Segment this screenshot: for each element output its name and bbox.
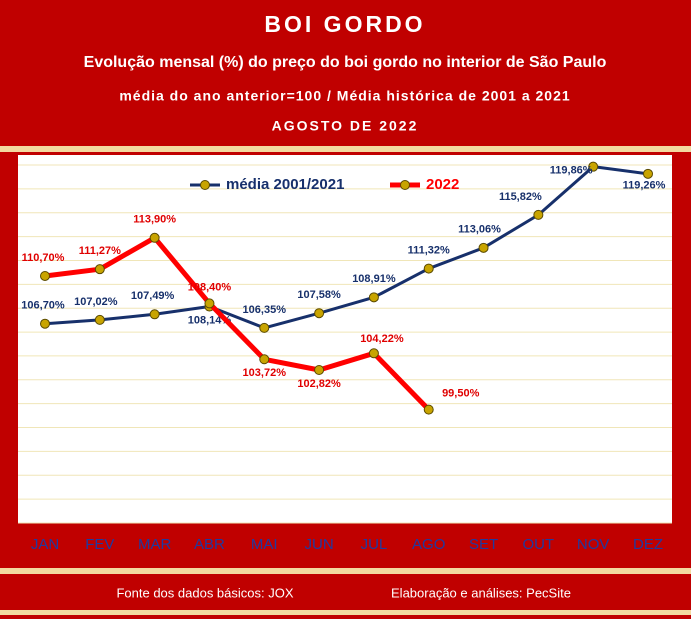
data-label: 107,49% — [131, 290, 175, 302]
data-label: 115,82% — [499, 191, 542, 203]
x-tick-label: OUT — [523, 536, 555, 553]
x-tick-label: MAR — [138, 536, 172, 553]
marker — [368, 292, 379, 303]
data-label: 107,58% — [297, 289, 341, 301]
marker — [259, 354, 270, 365]
marker — [40, 318, 50, 329]
marker — [40, 270, 50, 281]
series-line — [44, 235, 431, 412]
data-label: 119,86% — [550, 165, 593, 177]
data-label: 111,27% — [79, 245, 121, 257]
legend-marker — [200, 180, 210, 190]
subtitle: Evolução mensal (%) do preço do boi gord… — [84, 54, 607, 71]
data-label: 99,50% — [442, 388, 480, 400]
marker — [314, 365, 325, 376]
x-tick-label: SET — [469, 536, 498, 553]
data-label: 108,91% — [352, 273, 396, 285]
x-tick-label: FEV — [85, 536, 114, 553]
plot-area — [18, 155, 672, 523]
x-tick-label: MAI — [251, 536, 278, 553]
marker — [478, 242, 489, 253]
marker — [149, 309, 160, 320]
marker — [368, 348, 379, 359]
legend-label: média 2001/2021 — [226, 176, 344, 193]
marker — [533, 209, 544, 220]
marker — [643, 168, 653, 179]
series-line — [44, 165, 649, 330]
data-label: 106,70% — [21, 300, 65, 312]
data-label: 119,26% — [623, 180, 666, 192]
band — [0, 146, 691, 152]
credit: Elaboração e análises: PecSite — [391, 585, 571, 600]
x-tick-label: ABR — [194, 536, 225, 553]
marker — [94, 314, 105, 325]
data-label: 108,40% — [188, 281, 232, 293]
source: Fonte dos dados básicos: JOX — [116, 585, 293, 600]
marker — [423, 263, 434, 274]
marker — [314, 308, 325, 319]
data-label: 113,06% — [458, 224, 501, 236]
date: AGOSTO DE 2022 — [272, 118, 419, 134]
marker — [423, 404, 434, 415]
data-label: 110,70% — [22, 252, 65, 264]
x-tick-label: NOV — [577, 536, 610, 553]
marker — [259, 322, 270, 333]
legend-label: 2022 — [426, 176, 459, 193]
marker — [204, 298, 215, 309]
x-tick-label: JUN — [305, 536, 334, 553]
band — [0, 610, 691, 615]
marker — [149, 232, 160, 243]
data-label: 102,82% — [297, 378, 341, 390]
marker — [94, 264, 105, 275]
subtitle: média do ano anterior=100 / Média histór… — [119, 88, 570, 104]
x-tick-label: DEZ — [633, 536, 663, 553]
data-label: 107,02% — [74, 296, 118, 308]
data-label: 104,22% — [360, 333, 404, 345]
band — [0, 568, 691, 574]
data-label: 113,90% — [133, 214, 176, 226]
x-tick-label: JAN — [31, 536, 59, 553]
data-label: 103,72% — [243, 367, 287, 379]
x-tick-label: AGO — [412, 536, 445, 553]
chart-title: BOI GORDO — [264, 11, 425, 37]
data-label: 106,35% — [243, 304, 287, 316]
marker — [588, 161, 599, 172]
data-label: 111,32% — [408, 244, 450, 256]
legend-marker — [400, 180, 410, 190]
x-tick-label: JUL — [361, 536, 388, 553]
